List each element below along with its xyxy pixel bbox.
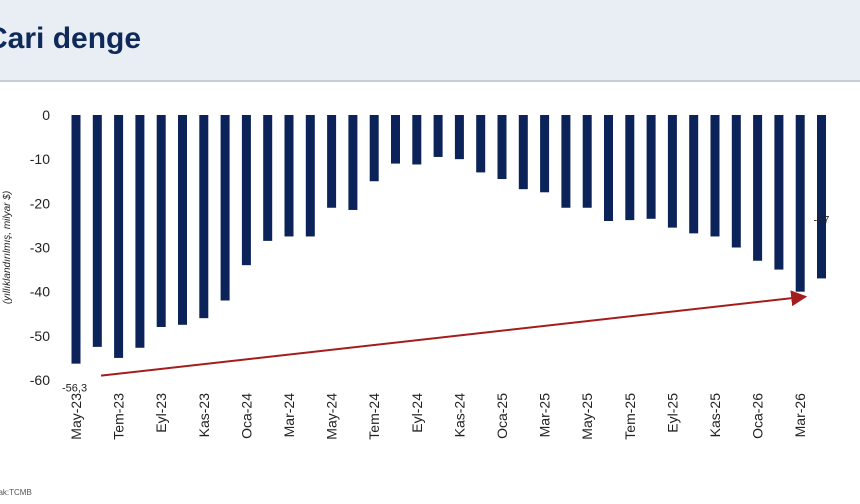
x-tick-label: Oca-24 <box>238 393 254 439</box>
bar <box>71 115 81 364</box>
bar <box>178 115 187 325</box>
bar <box>135 115 145 348</box>
data-label: -56,3 <box>62 383 87 395</box>
bar <box>476 115 486 173</box>
bar <box>305 115 315 237</box>
y-tick-label: -50 <box>30 328 50 344</box>
bar-series <box>71 115 826 364</box>
bar <box>433 115 443 157</box>
bar <box>454 115 464 160</box>
bar <box>199 115 209 319</box>
source-note: nak:TCMB <box>0 488 32 497</box>
bar-chart: 0 -10 -20 -30 -40 -50 -60 May-23 Tem-23 Eyl-23 Ka… <box>2 107 829 440</box>
bar <box>604 115 613 221</box>
bar <box>540 115 550 193</box>
trend-arrow <box>100 290 808 377</box>
y-tick-label: -60 <box>30 372 50 388</box>
bar <box>220 115 230 301</box>
x-tick-label: Eyl-24 <box>409 393 425 433</box>
x-tick-label: Tem-24 <box>366 393 382 440</box>
bar <box>753 115 763 261</box>
bar <box>156 115 166 327</box>
bar <box>582 115 592 208</box>
bar <box>731 115 741 248</box>
y-tick-label: -10 <box>30 151 50 167</box>
trend-annotation: -56,3 -37 <box>62 214 829 394</box>
bar <box>391 115 400 164</box>
bar <box>561 115 571 208</box>
page-title: Cari denge <box>0 22 142 55</box>
bar <box>497 115 507 180</box>
bar <box>348 115 358 210</box>
bar <box>327 115 337 208</box>
bar <box>263 115 273 241</box>
bar <box>710 115 720 237</box>
x-tick-label: Kas-23 <box>196 393 212 438</box>
x-tick-label: Mar-26 <box>792 393 808 438</box>
x-tick-label: Mar-25 <box>537 393 553 438</box>
header-banner: Cari denge <box>0 0 860 82</box>
bar <box>667 115 677 228</box>
x-tick-label: Mar-24 <box>281 393 297 438</box>
x-tick-label: May-24 <box>324 393 340 440</box>
bar <box>241 115 251 266</box>
bar <box>689 115 699 234</box>
x-axis: May-23 Tem-23 Eyl-23 Kas-23 Oca-24 Mar-24 May-… <box>68 393 808 440</box>
x-tick-label: Kas-25 <box>707 393 723 438</box>
x-tick-label: Oca-25 <box>494 393 510 439</box>
y-tick-label: 0 <box>42 107 50 123</box>
bar <box>518 115 528 190</box>
x-tick-label: Tem-25 <box>622 393 638 440</box>
y-tick-label: -20 <box>30 195 50 211</box>
bar <box>774 115 784 270</box>
x-tick-label: Tem-23 <box>111 393 127 440</box>
bar <box>646 115 656 219</box>
y-tick-label: -40 <box>30 284 50 300</box>
bar <box>817 115 826 279</box>
bar <box>92 115 102 347</box>
bar <box>412 115 422 165</box>
bar <box>795 115 805 292</box>
x-tick-label: May-23 <box>68 393 84 440</box>
x-tick-label: Eyl-23 <box>153 393 169 433</box>
bar <box>369 115 379 182</box>
x-tick-label: Oca-26 <box>750 393 766 439</box>
bar <box>625 115 635 221</box>
bar <box>284 115 294 237</box>
y-axis-label: (yıllıklandırılmış, milyar $) <box>2 191 13 304</box>
x-tick-label: Eyl-25 <box>664 393 680 433</box>
data-label: -37 <box>814 214 830 226</box>
x-tick-label: May-25 <box>579 393 595 440</box>
bar <box>114 115 124 358</box>
y-axis: 0 -10 -20 -30 -40 -50 -60 <box>30 107 50 388</box>
x-tick-label: Kas-24 <box>451 393 467 438</box>
y-tick-label: -30 <box>30 240 50 256</box>
